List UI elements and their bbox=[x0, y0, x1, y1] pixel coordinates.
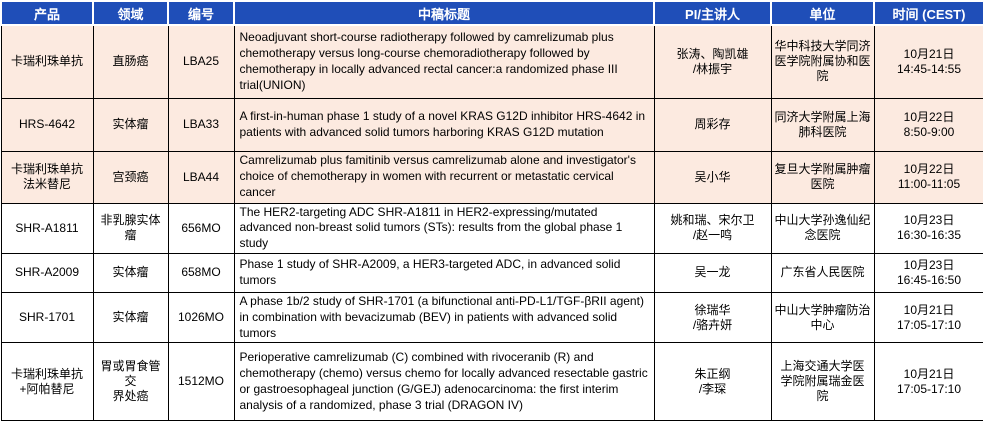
cell-product: SHR-1701 bbox=[0, 291, 94, 344]
cell-field: 胃或胃食管交 界处癌 bbox=[92, 342, 169, 421]
cell-time: 10月22日 8:50-9:00 bbox=[873, 97, 983, 152]
cell-pi: 周彩存 bbox=[653, 97, 772, 152]
header-field: 领域 bbox=[92, 0, 169, 26]
cell-pi: 朱正纲 /李琛 bbox=[653, 342, 772, 421]
cell-title: Perioperative camrelizumab (C) combined … bbox=[233, 342, 655, 421]
cell-title: Camrelizumab plus famitinib versus camre… bbox=[233, 150, 655, 204]
table-row: HRS-4642 实体瘤 LBA33 A first-in-human phas… bbox=[0, 97, 983, 152]
header-code: 编号 bbox=[167, 0, 235, 26]
cell-title: Phase 1 study of SHR-A2009, a HER3-targe… bbox=[233, 252, 655, 293]
cell-field: 非乳腺实体瘤 bbox=[92, 202, 169, 254]
cell-product: 卡瑞利珠单抗 bbox=[0, 24, 94, 99]
table-row: SHR-A2009 实体瘤 658MO Phase 1 study of SHR… bbox=[0, 252, 983, 293]
table-row: SHR-A1811 非乳腺实体瘤 656MO The HER2-targetin… bbox=[0, 202, 983, 254]
cell-product: 卡瑞利珠单抗 法米替尼 bbox=[0, 150, 94, 204]
cell-affiliation: 中山大学肿瘤防治中心 bbox=[770, 291, 875, 344]
cell-pi: 吴一龙 bbox=[653, 252, 772, 293]
cell-field: 实体瘤 bbox=[92, 252, 169, 293]
cell-product: 卡瑞利珠单抗 +阿帕替尼 bbox=[0, 342, 94, 421]
header-row: 产品 领域 编号 中稿标题 PI/主讲人 单位 时间 (CEST) bbox=[0, 0, 983, 26]
header-product: 产品 bbox=[0, 0, 94, 26]
cell-field: 实体瘤 bbox=[92, 291, 169, 344]
cell-affiliation: 同济大学附属上海肺科医院 bbox=[770, 97, 875, 152]
cell-field: 实体瘤 bbox=[92, 97, 169, 152]
cell-product: HRS-4642 bbox=[0, 97, 94, 152]
cell-title: The HER2-targeting ADC SHR-A1811 in HER2… bbox=[233, 202, 655, 254]
header-pi: PI/主讲人 bbox=[653, 0, 772, 26]
cell-field: 宫颈癌 bbox=[92, 150, 169, 204]
cell-code: LBA44 bbox=[167, 150, 235, 204]
cell-code: 1512MO bbox=[167, 342, 235, 421]
cell-code: LBA33 bbox=[167, 97, 235, 152]
cell-affiliation: 华中科技大学同济医学院附属协和医院 bbox=[770, 24, 875, 99]
table-row: SHR-1701 实体瘤 1026MO A phase 1b/2 study o… bbox=[0, 291, 983, 344]
cell-pi: 吴小华 bbox=[653, 150, 772, 204]
cell-affiliation: 复旦大学附属肿瘤医院 bbox=[770, 150, 875, 204]
cell-pi: 徐瑞华 /骆卉妍 bbox=[653, 291, 772, 344]
header-title: 中稿标题 bbox=[233, 0, 655, 26]
cell-code: 658MO bbox=[167, 252, 235, 293]
cell-pi: 张涛、陶凯雄 /林振宇 bbox=[653, 24, 772, 99]
cell-code: 656MO bbox=[167, 202, 235, 254]
cell-affiliation: 广东省人民医院 bbox=[770, 252, 875, 293]
cell-time: 10月21日 17:05-17:10 bbox=[873, 291, 983, 344]
table-row: 卡瑞利珠单抗 +阿帕替尼 胃或胃食管交 界处癌 1512MO Periopera… bbox=[0, 342, 983, 421]
cell-affiliation: 上海交通大学医 学院附属瑞金医 院 bbox=[770, 342, 875, 421]
cell-time: 10月23日 16:45-16:50 bbox=[873, 252, 983, 293]
cell-title: A phase 1b/2 study of SHR-1701 (a bifunc… bbox=[233, 291, 655, 344]
cell-product: SHR-A1811 bbox=[0, 202, 94, 254]
cell-title: Neoadjuvant short-course radiotherapy fo… bbox=[233, 24, 655, 99]
cell-title: A first-in-human phase 1 study of a nove… bbox=[233, 97, 655, 152]
header-affiliation: 单位 bbox=[770, 0, 875, 26]
cell-field: 直肠癌 bbox=[92, 24, 169, 99]
cell-code: 1026MO bbox=[167, 291, 235, 344]
cell-time: 10月22日 11:00-11:05 bbox=[873, 150, 983, 204]
cell-time: 10月23日 16:30-16:35 bbox=[873, 202, 983, 254]
cell-time: 10月21日 17:05-17:10 bbox=[873, 342, 983, 421]
cell-pi: 姚和瑞、宋尔卫 /赵一鸣 bbox=[653, 202, 772, 254]
cell-affiliation: 中山大学孙逸仙纪念医院 bbox=[770, 202, 875, 254]
table-row: 卡瑞利珠单抗 直肠癌 LBA25 Neoadjuvant short-cours… bbox=[0, 24, 983, 99]
cell-time: 10月21日 14:45-14:55 bbox=[873, 24, 983, 99]
cell-product: SHR-A2009 bbox=[0, 252, 94, 293]
cell-code: LBA25 bbox=[167, 24, 235, 99]
header-time: 时间 (CEST) bbox=[873, 0, 983, 26]
table-row: 卡瑞利珠单抗 法米替尼 宫颈癌 LBA44 Camrelizumab plus … bbox=[0, 150, 983, 204]
